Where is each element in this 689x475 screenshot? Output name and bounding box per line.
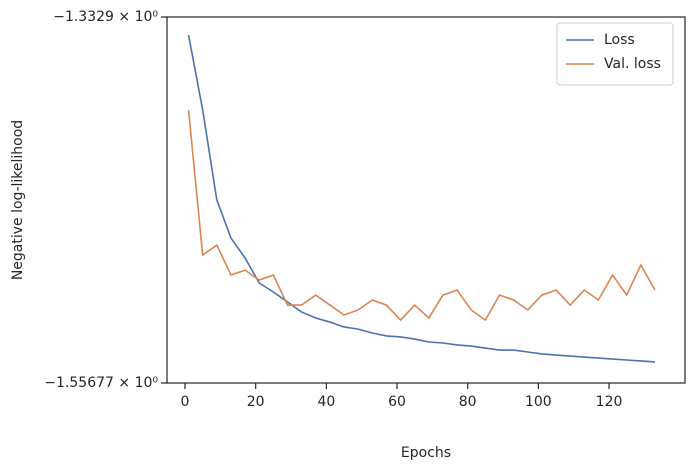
x-tick-label: 20 — [247, 394, 265, 410]
line-series — [187, 109, 656, 322]
y-tick-label: −1.3329 × 10⁰ — [53, 9, 158, 25]
legend-label: Val. loss — [604, 56, 661, 72]
legend-label: Loss — [604, 32, 635, 48]
x-tick-label: 80 — [459, 394, 477, 410]
x-tick-label: 120 — [596, 394, 623, 410]
line-series — [187, 34, 656, 363]
y-axis-label: Negative log-likelihood — [10, 120, 26, 280]
x-tick-label: 40 — [317, 394, 335, 410]
legend-box — [556, 22, 674, 86]
x-axis-label: Epochs — [401, 445, 451, 461]
y-tick-label: −1.55677 × 10⁰ — [44, 375, 158, 391]
x-tick-label: 60 — [388, 394, 406, 410]
x-tick-label: 100 — [525, 394, 552, 410]
x-tick-label: 0 — [181, 394, 190, 410]
plot-frame — [166, 16, 686, 384]
